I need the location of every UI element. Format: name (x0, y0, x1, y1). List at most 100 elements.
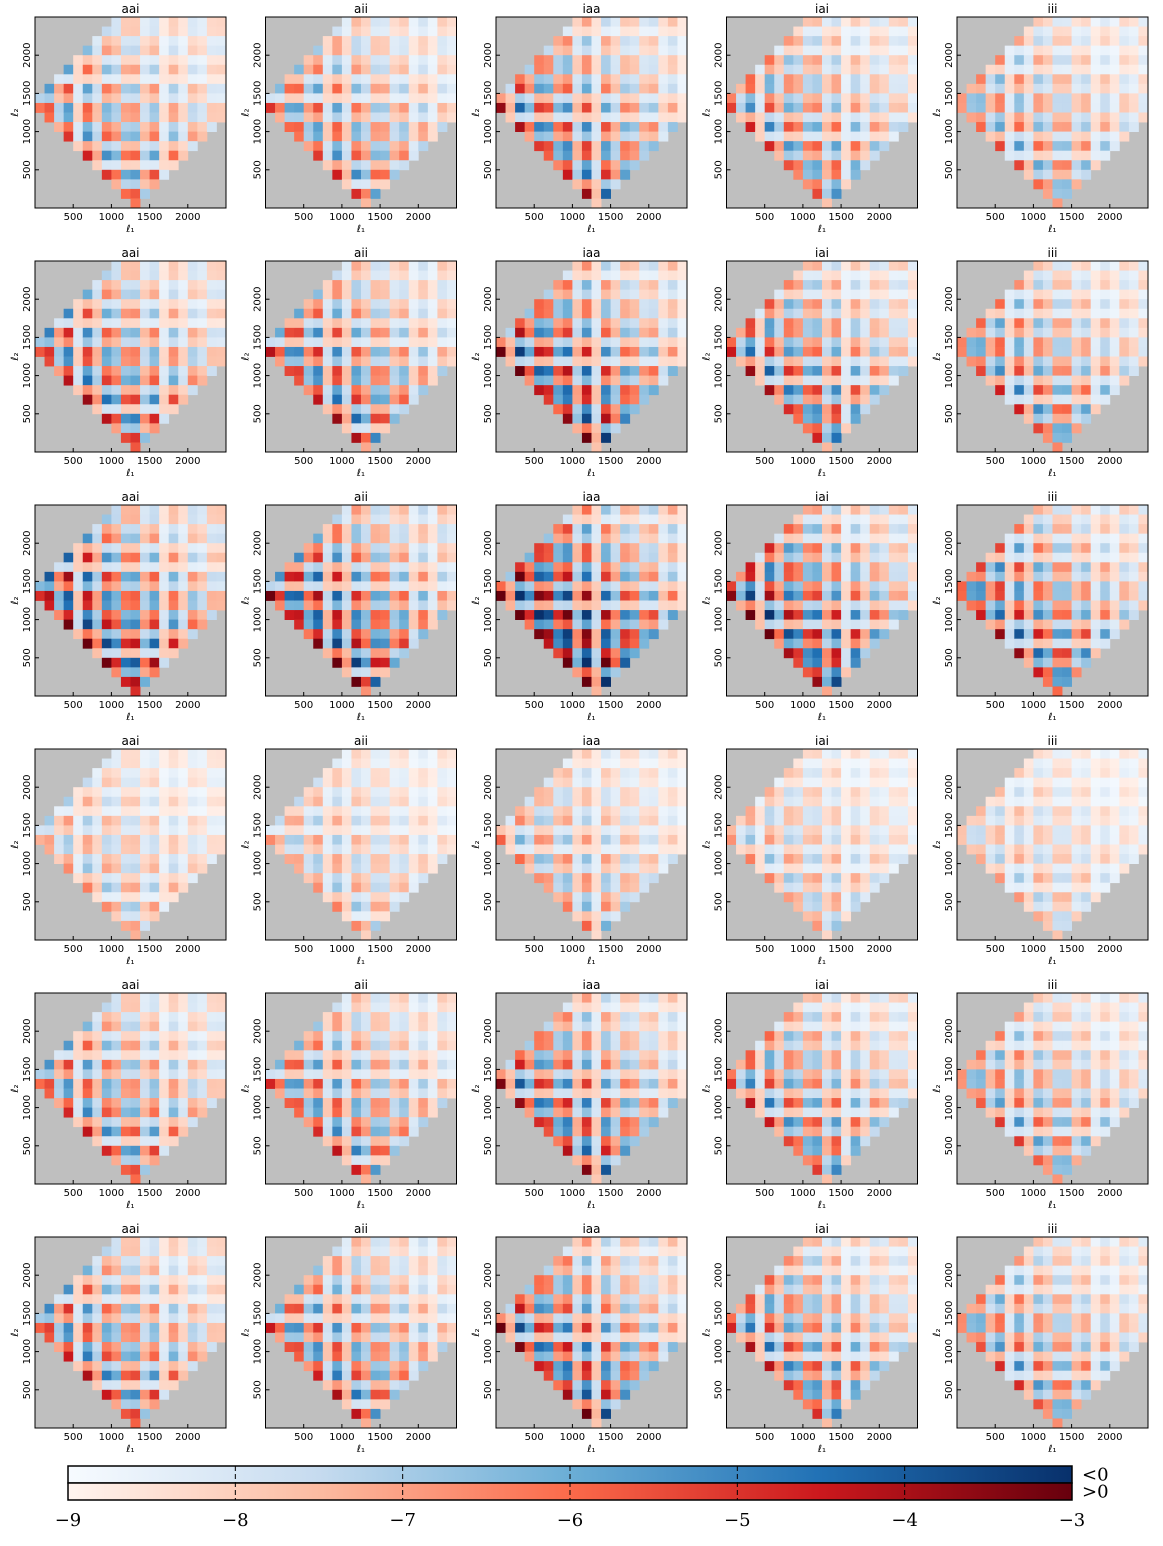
texture-cell (1072, 103, 1082, 113)
texture-cell (361, 46, 371, 56)
texture-cell (418, 610, 428, 620)
texture-cell (601, 84, 611, 94)
texture-cell (908, 46, 918, 56)
texture-cell (1091, 84, 1101, 94)
texture-cell (677, 347, 687, 357)
texture-cell (409, 357, 419, 367)
texture-cell (525, 366, 535, 376)
texture-cell (131, 629, 141, 639)
texture-cell (351, 778, 361, 788)
x-tick-label: 1000 (790, 456, 815, 467)
texture-cell (323, 864, 333, 874)
texture-cell (1014, 581, 1024, 591)
texture-cell (1119, 132, 1129, 142)
texture-cell (304, 299, 314, 309)
texture-cell (313, 629, 323, 639)
texture-cell (544, 132, 554, 142)
texture-cell (342, 36, 352, 46)
texture-cell (553, 290, 563, 300)
texture-cell (870, 299, 880, 309)
texture-cell (285, 845, 295, 855)
texture-cell (121, 816, 131, 826)
texture-cell (131, 17, 141, 27)
texture-cell (1072, 132, 1082, 142)
texture-cell (418, 93, 428, 103)
texture-cell (976, 601, 986, 611)
texture-cell (304, 591, 314, 601)
texture-cell (1053, 122, 1063, 132)
texture-cell (285, 93, 295, 103)
texture-cell (361, 759, 371, 769)
texture-cell (102, 151, 112, 161)
texture-cell (361, 768, 371, 778)
texture-cell (1053, 534, 1063, 544)
texture-cell (102, 376, 112, 386)
texture-cell (178, 825, 188, 835)
texture-cell (496, 347, 506, 357)
texture-cell (995, 141, 1005, 151)
texture-cell (1033, 366, 1043, 376)
y-axis-label: ℓ₂ (10, 840, 21, 848)
texture-cell (677, 299, 687, 309)
texture-cell (889, 601, 899, 611)
texture-cell (1053, 103, 1063, 113)
texture-cell (1033, 505, 1043, 515)
texture-cell (870, 65, 880, 75)
texture-cell (150, 385, 160, 395)
texture-cell (658, 347, 668, 357)
texture-cell (323, 103, 333, 113)
texture-cell (140, 299, 150, 309)
texture-cell (592, 854, 602, 864)
texture-cell (601, 414, 611, 424)
texture-cell (159, 36, 169, 46)
texture-cell (351, 347, 361, 357)
texture-cell (822, 534, 832, 544)
texture-cell (111, 658, 121, 668)
texture-cell (207, 601, 217, 611)
texture-cell (1081, 160, 1091, 170)
texture-cell (45, 581, 55, 591)
texture-cell (140, 787, 150, 797)
texture-cell (870, 46, 880, 56)
texture-cell (371, 797, 381, 807)
texture-cell (159, 103, 169, 113)
texture-cell (1014, 55, 1024, 65)
texture-cell (822, 151, 832, 161)
texture-cell (399, 883, 409, 893)
texture-cell (121, 515, 131, 525)
texture-cell (765, 553, 775, 563)
texture-cell (197, 74, 207, 84)
texture-cell (140, 911, 150, 921)
texture-cell (620, 639, 630, 649)
texture-cell (1100, 17, 1110, 27)
texture-cell (534, 629, 544, 639)
texture-cell (746, 328, 756, 338)
texture-cell (832, 414, 842, 424)
texture-cell (860, 318, 870, 328)
texture-cell (525, 864, 535, 874)
texture-cell (140, 160, 150, 170)
texture-cell (668, 74, 678, 84)
texture-cell (159, 629, 169, 639)
texture-cell (92, 328, 102, 338)
texture-cell (889, 366, 899, 376)
texture-cell (841, 423, 851, 433)
texture-cell (323, 132, 333, 142)
y-axis-label: ℓ₂ (932, 596, 943, 604)
texture-cell (54, 74, 64, 84)
texture-cell (1024, 132, 1034, 142)
texture-cell (178, 562, 188, 572)
texture-cell (54, 93, 64, 103)
texture-cell (275, 601, 285, 611)
texture-cell (437, 515, 447, 525)
texture-cell (1081, 385, 1091, 395)
texture-cell (572, 170, 582, 180)
texture-cell (639, 620, 649, 630)
texture-cell (323, 404, 333, 414)
texture-cell (889, 515, 899, 525)
texture-cell (793, 629, 803, 639)
texture-cell (45, 337, 55, 347)
texture-cell (1033, 151, 1043, 161)
texture-cell (197, 787, 207, 797)
texture-cell (351, 84, 361, 94)
